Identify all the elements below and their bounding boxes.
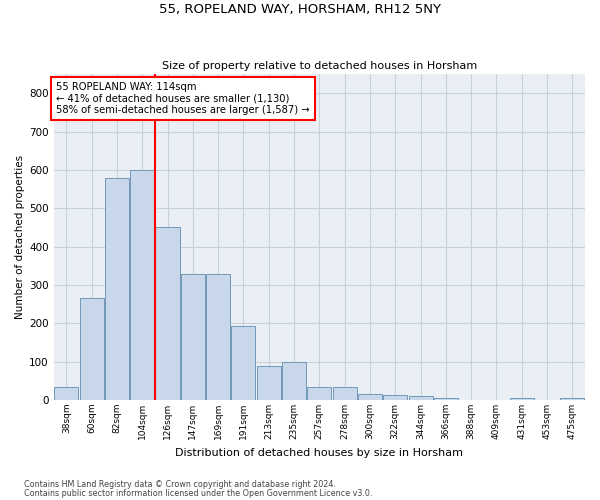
Bar [510,398,534,400]
Bar [80,298,104,400]
Bar [130,170,154,400]
X-axis label: Distribution of detached houses by size in Horsham: Distribution of detached houses by size … [175,448,463,458]
Text: Contains HM Land Registry data © Crown copyright and database right 2024.: Contains HM Land Registry data © Crown c… [24,480,336,489]
Bar [181,274,205,400]
Bar [332,388,356,400]
Bar [282,362,306,400]
Text: 55 ROPELAND WAY: 114sqm
← 41% of detached houses are smaller (1,130)
58% of semi: 55 ROPELAND WAY: 114sqm ← 41% of detache… [56,82,310,116]
Bar [560,398,584,400]
Bar [358,394,382,400]
Y-axis label: Number of detached properties: Number of detached properties [15,155,25,319]
Title: Size of property relative to detached houses in Horsham: Size of property relative to detached ho… [162,60,477,70]
Bar [232,326,256,400]
Text: 55, ROPELAND WAY, HORSHAM, RH12 5NY: 55, ROPELAND WAY, HORSHAM, RH12 5NY [159,2,441,16]
Bar [105,178,129,400]
Bar [307,386,331,400]
Bar [54,386,79,400]
Bar [383,396,407,400]
Bar [257,366,281,400]
Bar [206,274,230,400]
Bar [434,398,458,400]
Text: Contains public sector information licensed under the Open Government Licence v3: Contains public sector information licen… [24,489,373,498]
Bar [155,228,179,400]
Bar [409,396,433,400]
